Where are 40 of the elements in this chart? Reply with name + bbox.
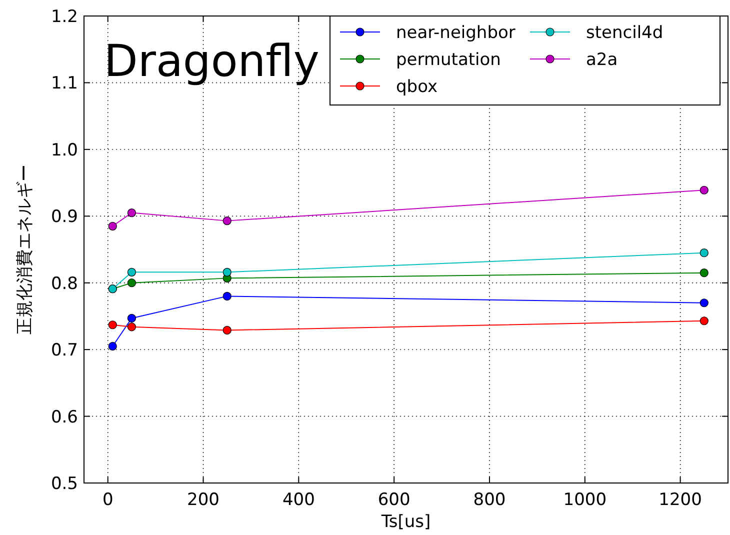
point bbox=[700, 316, 708, 326]
point bbox=[222, 268, 232, 276]
point bbox=[127, 322, 136, 332]
point bbox=[700, 298, 708, 308]
point bbox=[222, 216, 232, 226]
y-tick-label: 0.6 bbox=[50, 407, 78, 428]
annotation: Dragonfly bbox=[104, 36, 320, 87]
legend-label: near-neighbor bbox=[396, 23, 516, 43]
x-axis-title: Ts[us] bbox=[380, 512, 431, 532]
point bbox=[700, 268, 708, 278]
point bbox=[700, 186, 708, 194]
legend-label: a2a bbox=[586, 50, 618, 70]
y-tick-label: 0.9 bbox=[50, 207, 78, 228]
point bbox=[222, 292, 232, 300]
y-tick-label: 0.5 bbox=[50, 474, 78, 494]
point bbox=[108, 222, 117, 230]
y-axis-title: 正規化消費エネルギー bbox=[15, 164, 35, 334]
point bbox=[127, 208, 136, 218]
x-tick-label: 1200 bbox=[658, 490, 702, 510]
point bbox=[222, 326, 232, 335]
point bbox=[108, 342, 117, 351]
x-tick-label: 200 bbox=[187, 490, 220, 510]
y-tick-label: 1.1 bbox=[50, 74, 78, 94]
point bbox=[127, 268, 136, 276]
x-tick-label: 1000 bbox=[563, 490, 607, 510]
point bbox=[108, 320, 117, 330]
x-tick-label: 400 bbox=[282, 490, 315, 510]
x-tick-label: 0 bbox=[102, 490, 114, 510]
x-tick-label: 800 bbox=[473, 490, 506, 510]
y-tick-label: 0.8 bbox=[50, 274, 78, 294]
y-tick-label: 0.7 bbox=[50, 340, 78, 361]
legend-label: permutation bbox=[396, 50, 501, 70]
point bbox=[700, 248, 708, 258]
y-tick-label: 1.0 bbox=[50, 140, 78, 160]
y-tick-label: 1.2 bbox=[50, 7, 78, 27]
point bbox=[127, 278, 136, 288]
legend-label: stencil4d bbox=[586, 23, 664, 43]
x-tick-label: 600 bbox=[378, 490, 410, 510]
point bbox=[127, 314, 136, 323]
legend-label: qbox bbox=[396, 77, 438, 97]
